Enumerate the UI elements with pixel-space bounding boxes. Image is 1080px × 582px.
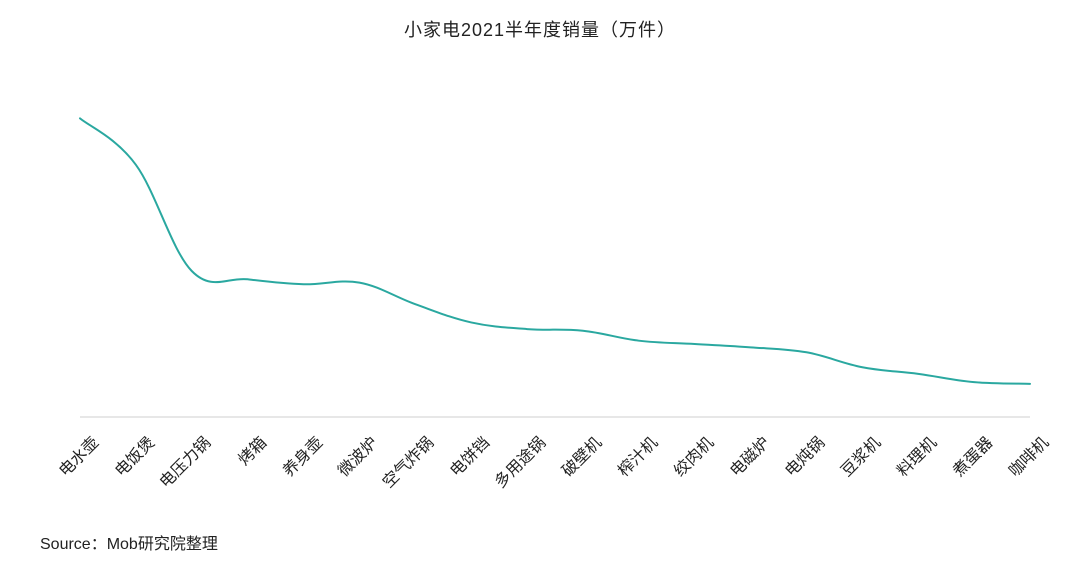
x-axis-label: 空气炸锅 [376,430,438,492]
series-line [80,118,1030,383]
x-axis-label: 多用途锅 [488,430,550,492]
x-axis-label: 破壁机 [555,430,606,481]
x-axis-label: 榨汁机 [611,430,662,481]
x-axis-label: 微波炉 [331,430,382,481]
chart-plot-area [80,52,1030,417]
chart-title: 小家电2021半年度销量（万件） [0,16,1080,42]
x-axis-labels: 电水壶电饭煲电压力锅烤箱养身壶微波炉空气炸锅电饼铛多用途锅破壁机榨汁机绞肉机电磁… [80,430,1030,520]
source-label: Source：Mob研究院整理 [40,530,218,554]
x-axis-label: 电磁炉 [723,430,774,481]
x-axis-label: 电饭煲 [108,430,159,481]
source-prefix: Source： [40,536,107,553]
x-axis-label: 料理机 [890,430,941,481]
x-axis-label: 豆浆机 [834,430,885,481]
x-axis-label: 电水壶 [52,430,103,481]
source-text: Mob研究院整理 [107,536,218,553]
x-axis-label: 绞肉机 [667,430,718,481]
x-axis-label: 电炖锅 [779,430,830,481]
x-axis-label: 电饼铛 [443,430,494,481]
chart-container: 小家电2021半年度销量（万件） 电水壶电饭煲电压力锅烤箱养身壶微波炉空气炸锅电… [0,0,1080,582]
x-axis-label: 烤箱 [231,430,271,470]
x-axis-label: 咖啡机 [1002,430,1053,481]
x-axis-label: 煮蛋器 [946,430,997,481]
chart-svg [80,52,1030,417]
x-axis-label: 电压力锅 [152,430,214,492]
x-axis-label: 养身壶 [276,430,327,481]
